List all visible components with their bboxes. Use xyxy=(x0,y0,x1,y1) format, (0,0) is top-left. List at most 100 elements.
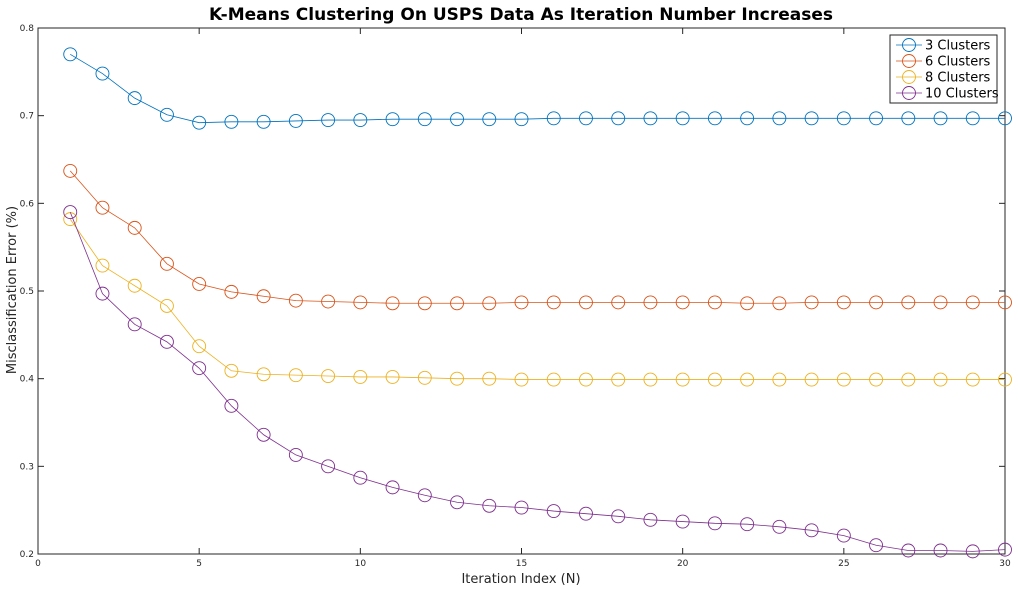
data-point xyxy=(482,112,497,127)
data-point xyxy=(675,295,690,310)
data-point xyxy=(192,115,207,130)
y-axis-label: Misclassification Error (%) xyxy=(5,206,20,374)
data-point xyxy=(514,295,529,310)
data-point xyxy=(901,543,916,558)
data-point xyxy=(482,296,497,311)
data-point xyxy=(450,112,464,127)
data-point xyxy=(772,111,787,126)
data-point xyxy=(546,504,561,518)
data-point xyxy=(836,528,851,543)
data-point xyxy=(933,372,948,387)
data-point xyxy=(998,295,1012,310)
data-point xyxy=(288,368,303,383)
x-tick-label: 10 xyxy=(355,559,367,569)
data-point xyxy=(643,372,658,387)
y-tick-label: 0.5 xyxy=(20,287,34,297)
data-point xyxy=(546,295,561,310)
legend-item: 8 Clusters xyxy=(896,70,991,86)
data-point xyxy=(159,334,174,349)
data-point xyxy=(353,470,368,485)
data-point xyxy=(482,371,497,386)
series-line xyxy=(70,53,1005,124)
data-point xyxy=(514,112,529,127)
data-point xyxy=(514,500,529,515)
data-point xyxy=(740,517,755,532)
data-point xyxy=(869,111,884,126)
series-8-clusters xyxy=(63,212,1012,387)
data-point xyxy=(579,506,593,521)
data-point xyxy=(643,295,658,310)
data-point xyxy=(63,205,78,220)
data-point xyxy=(417,112,432,127)
y-tick-label: 0.6 xyxy=(20,199,35,209)
series-line xyxy=(69,170,1005,304)
data-point xyxy=(256,114,271,129)
data-point xyxy=(772,372,787,387)
data-point xyxy=(127,91,142,106)
series-10-clusters xyxy=(63,205,1012,559)
data-point xyxy=(707,516,722,531)
legend-label: 6 Clusters xyxy=(925,55,991,70)
legend-label: 8 Clusters xyxy=(925,71,991,86)
data-point xyxy=(675,372,690,387)
series-line xyxy=(69,211,1006,552)
data-point xyxy=(95,200,110,215)
data-point xyxy=(675,111,690,126)
data-point xyxy=(353,113,368,128)
data-point xyxy=(546,372,561,387)
data-point xyxy=(256,367,271,382)
chart-title: K-Means Clustering On USPS Data As Itera… xyxy=(209,5,833,25)
data-point xyxy=(385,112,400,127)
y-tick-label: 0.4 xyxy=(20,375,35,385)
data-point xyxy=(192,339,207,354)
data-point xyxy=(869,295,884,310)
data-point xyxy=(353,369,368,384)
data-point xyxy=(965,372,980,387)
y-tick-label: 0.2 xyxy=(20,550,34,560)
data-point xyxy=(611,372,626,387)
data-point xyxy=(63,47,78,62)
data-point xyxy=(901,372,916,387)
data-point xyxy=(450,296,464,311)
data-point xyxy=(385,369,400,384)
data-point xyxy=(643,512,658,527)
legend-item: 6 Clusters xyxy=(896,54,991,70)
data-point xyxy=(256,289,271,304)
data-point xyxy=(804,111,819,126)
data-point xyxy=(836,372,851,387)
data-point xyxy=(804,295,819,310)
data-point xyxy=(933,111,948,126)
data-point xyxy=(804,523,819,538)
data-point xyxy=(224,398,239,413)
data-point xyxy=(224,363,239,378)
legend-item: 3 Clusters xyxy=(896,38,991,54)
data-point xyxy=(288,293,303,308)
data-point xyxy=(514,372,529,387)
data-point xyxy=(192,361,207,376)
data-point xyxy=(965,544,980,559)
data-point xyxy=(675,514,690,529)
data-point xyxy=(321,369,336,383)
data-point xyxy=(869,538,884,553)
data-point xyxy=(772,519,787,534)
data-point xyxy=(804,372,819,387)
data-point xyxy=(579,111,593,126)
data-point xyxy=(159,107,174,122)
axes-box xyxy=(37,27,1006,555)
data-point xyxy=(965,295,980,310)
legend-swatch-marker xyxy=(902,70,916,84)
data-point xyxy=(95,258,110,273)
data-point xyxy=(998,542,1012,557)
data-point xyxy=(740,372,755,387)
data-point xyxy=(933,543,948,558)
x-tick-label: 30 xyxy=(999,559,1011,569)
legend-label: 10 Clusters xyxy=(925,87,999,102)
x-tick-label: 25 xyxy=(838,559,849,569)
data-point xyxy=(159,256,174,271)
data-point xyxy=(159,298,174,313)
data-point xyxy=(353,295,368,310)
data-point xyxy=(63,163,78,178)
y-tick-label: 0.8 xyxy=(20,24,35,34)
data-point xyxy=(417,370,432,385)
